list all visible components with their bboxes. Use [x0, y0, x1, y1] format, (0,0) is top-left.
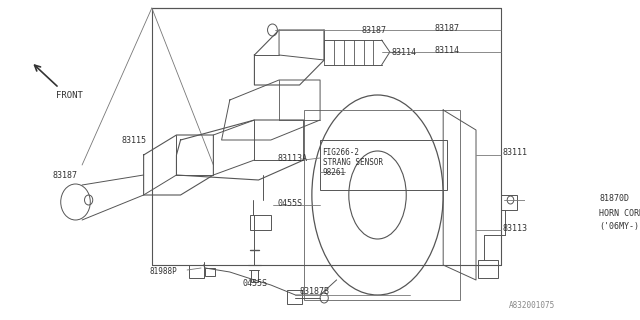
Bar — [303, 110, 460, 300]
Text: 83113: 83113 — [502, 223, 527, 233]
Bar — [250, 215, 271, 230]
Bar — [251, 270, 258, 282]
Text: 98261: 98261 — [323, 167, 346, 177]
Text: 81988P: 81988P — [149, 268, 177, 276]
Text: FRONT: FRONT — [56, 91, 83, 100]
Bar — [287, 290, 302, 304]
Text: 83187: 83187 — [435, 23, 460, 33]
Text: 83114: 83114 — [392, 47, 417, 57]
Text: 0455S: 0455S — [242, 279, 267, 289]
Text: FIG266-2: FIG266-2 — [323, 148, 360, 156]
Text: HORN CORD: HORN CORD — [599, 209, 640, 218]
Text: 83115: 83115 — [122, 135, 147, 145]
Text: 83187: 83187 — [361, 26, 386, 35]
Text: STRANG SENSOR: STRANG SENSOR — [323, 157, 383, 166]
Text: ('06MY-): ('06MY-) — [599, 221, 639, 230]
Text: 83114: 83114 — [435, 45, 460, 54]
Bar — [320, 140, 447, 190]
Bar — [500, 195, 517, 210]
Bar — [189, 265, 204, 278]
Text: 83111: 83111 — [502, 148, 527, 156]
Text: 83113A: 83113A — [277, 154, 307, 163]
Bar — [205, 268, 215, 276]
Text: 0455S: 0455S — [277, 198, 302, 207]
Text: 81870D: 81870D — [599, 194, 629, 203]
Text: 83187B: 83187B — [300, 287, 330, 297]
Text: A832001075: A832001075 — [509, 300, 555, 309]
Text: 83187: 83187 — [52, 171, 77, 180]
Bar — [477, 260, 498, 278]
